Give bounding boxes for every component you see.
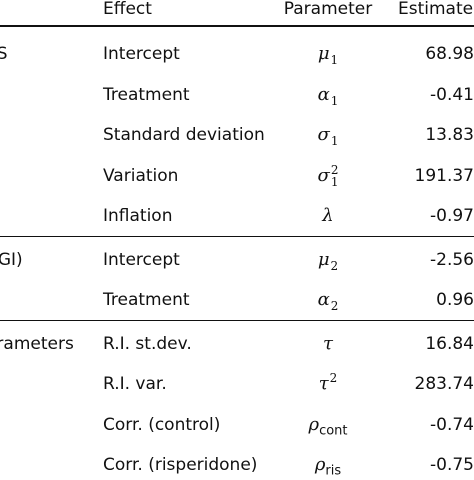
- effect-cell: Corr. (control): [103, 414, 221, 435]
- parameter-symbol: ρ: [308, 413, 320, 435]
- table-row: Treatment α 2 0.96: [0, 285, 474, 315]
- section-rule: [0, 319, 474, 321]
- effect-cell: Treatment: [103, 290, 190, 310]
- table-row: arameters R.I. st.dev. τ 16.84: [0, 329, 474, 359]
- effect-cell: Intercept: [103, 249, 180, 270]
- estimate-cell: -0.74: [430, 414, 474, 435]
- parameter-superscript: 2: [329, 371, 338, 385]
- table-row: CGI) Intercept μ 2 -2.56: [0, 245, 474, 275]
- parameter-symbol-cell: α 2: [276, 285, 380, 315]
- parameter-subscript: 2: [330, 299, 339, 313]
- effect-cell: Inflation: [103, 206, 173, 226]
- parameter-symbol: μ: [317, 43, 330, 64]
- estimate-cell: -2.56: [430, 249, 474, 270]
- parameter-symbol: λ: [322, 205, 334, 226]
- parameter-symbol-cell: σ 1: [276, 120, 380, 150]
- parameter-symbol-cell: α 1: [276, 80, 380, 110]
- table-row: Standard deviation σ 1 13.83: [0, 120, 474, 150]
- estimate-cell: -0.75: [430, 455, 474, 475]
- table-row: Inflation λ -0.97: [0, 201, 474, 231]
- table-row: Variation σ 2 1 191.37: [0, 161, 474, 191]
- parameter-symbol-cell: ρcont: [276, 410, 380, 440]
- effect-cell: R.I. var.: [103, 374, 167, 394]
- effect-column-header: Effect: [103, 0, 152, 19]
- estimate-cell: 68.98: [425, 44, 474, 64]
- table-row: R.I. var. τ 2 283.74: [0, 369, 474, 399]
- parameter-symbol: ρ: [314, 454, 326, 475]
- parameter-subscript: 1: [330, 134, 339, 148]
- parameter-superscript: [331, 248, 339, 260]
- parameter-symbol-cell: λ: [276, 201, 380, 231]
- parameter-subscript: 1: [330, 53, 339, 67]
- estimate-cell: 283.74: [414, 374, 474, 394]
- parameter-symbol-cell: μ 1: [276, 39, 380, 69]
- section-rule: [0, 235, 474, 237]
- parameter-symbol: μ: [317, 248, 330, 270]
- parameter-symbol: σ: [317, 124, 330, 145]
- parameter-superscript: 2: [330, 162, 339, 177]
- parameter-symbol-cell: τ: [276, 329, 380, 359]
- table-row: Corr. (control) ρcont -0.74: [0, 410, 474, 440]
- table-header-row: Effect Parameter Estimate: [0, 0, 474, 24]
- parameter-superscript: [331, 83, 339, 95]
- effect-cell: Corr. (risperidone): [103, 455, 258, 475]
- estimate-cell: -0.41: [430, 84, 474, 105]
- parameter-symbol: α: [317, 83, 330, 105]
- effect-cell: Intercept: [103, 44, 180, 64]
- group-label: CGI): [0, 249, 23, 270]
- group-label: SS: [0, 44, 8, 64]
- parameter-subscript-label: cont: [319, 423, 348, 439]
- estimate-cell: 16.84: [425, 333, 474, 354]
- parameter-symbol: σ: [317, 164, 330, 186]
- estimate-column-header: Estimate: [398, 0, 474, 19]
- parameter-symbol-cell: μ 2: [276, 245, 380, 275]
- group-label: arameters: [0, 333, 74, 354]
- effect-cell: Variation: [103, 165, 179, 186]
- estimate-cell: 191.37: [414, 165, 474, 186]
- effect-cell: R.I. st.dev.: [103, 333, 192, 354]
- parameter-subscript: [330, 384, 338, 396]
- estimate-cell: 13.83: [425, 125, 474, 145]
- parameter-symbol: τ: [318, 373, 329, 394]
- parameter-subscript: 1: [330, 174, 339, 189]
- effect-cell: Standard deviation: [103, 125, 265, 145]
- parameter-symbol: α: [317, 289, 330, 310]
- table-row: SS Intercept μ 1 68.98: [0, 39, 474, 69]
- parameter-symbol: τ: [323, 332, 333, 354]
- parameter-subscript-label: ris: [325, 463, 342, 479]
- table-row: Corr. (risperidone) ρris -0.75: [0, 450, 474, 480]
- parameter-symbol-cell: ρris: [276, 450, 380, 480]
- estimate-cell: 0.96: [436, 290, 474, 310]
- effect-cell: Treatment: [103, 84, 190, 105]
- header-rule: [0, 25, 474, 27]
- parameter-subscript: 1: [330, 93, 339, 108]
- table-row: Treatment α 1 -0.41: [0, 80, 474, 110]
- parameter-subscript: 2: [330, 258, 339, 273]
- estimate-cell: -0.97: [430, 206, 474, 226]
- parameter-column-header: Parameter: [283, 0, 373, 19]
